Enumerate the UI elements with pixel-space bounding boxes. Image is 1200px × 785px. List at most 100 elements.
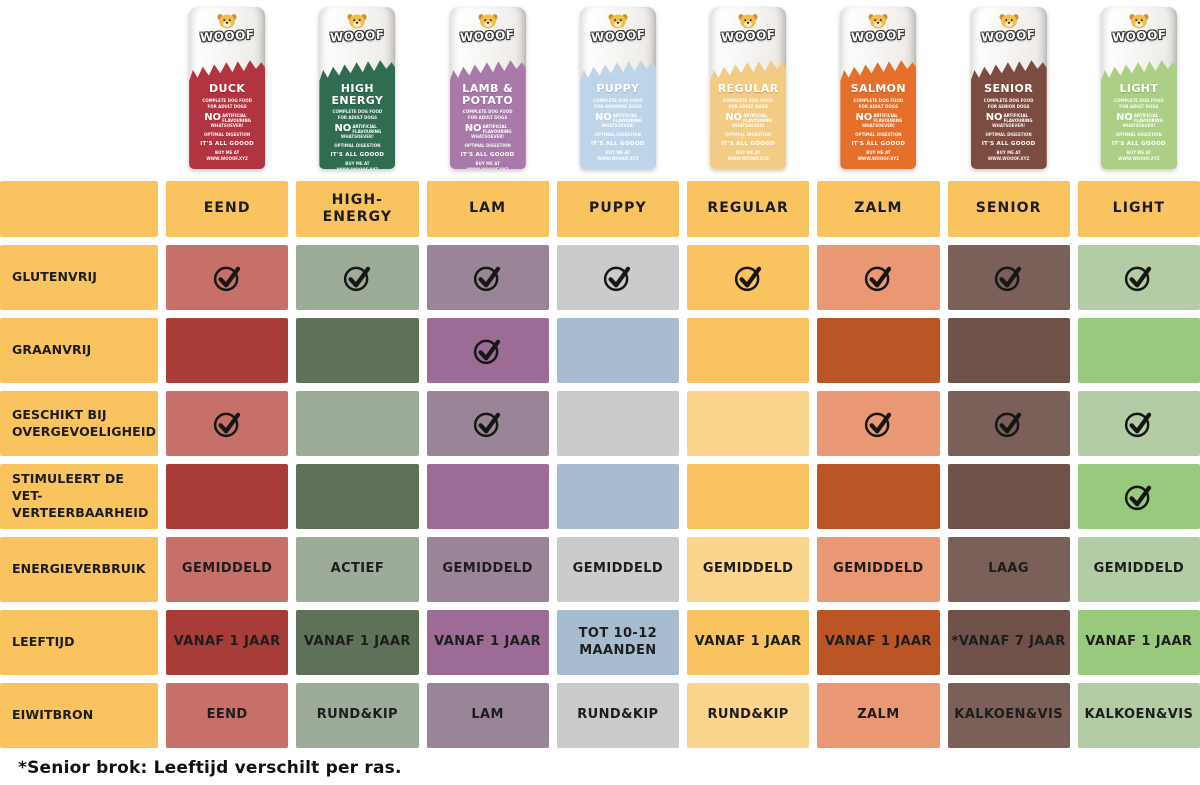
dog-icon <box>608 14 628 29</box>
product-bag: WOOOF REGULAR COMPLETE DOG FOOD FOR ADULT… <box>710 7 787 169</box>
product-bag: WOOOF LIGHT COMPLETE DOG FOOD FOR ADULT D… <box>1100 7 1177 169</box>
brand-logo: WOOOF <box>199 27 255 45</box>
cell-text: VANAF 1 JAAR <box>694 634 802 650</box>
bag-digestion: OPTIMAL DIGESTION <box>594 131 641 137</box>
bag-subtitle-line: FOR GROWING DOGS <box>594 103 642 109</box>
bag-subtitle-line: FOR ADULT DOGS <box>728 103 768 109</box>
bag-name-line: SENIOR <box>984 82 1034 95</box>
bag-name-line: LAMB & <box>462 82 513 95</box>
check-icon <box>604 266 631 292</box>
cell-text: VANAF 1 JAAR <box>1085 634 1193 650</box>
check-icon <box>213 412 240 438</box>
brand-logo: WOOOF <box>850 27 906 45</box>
bag-whatsoever: WHATSOEVER! <box>992 122 1026 128</box>
bag-site: WWW.WOOOF.XYZ <box>597 155 639 161</box>
bag-claim-no: NO ARTIFICIAL FLAVOURING <box>189 112 265 123</box>
bag-subtitle-line: COMPLETE DOG FOOD <box>1114 97 1164 103</box>
table-cell: VANAF 1 JAAR <box>426 610 549 675</box>
table-cell <box>166 464 289 529</box>
bag-buy: BUY ME AT <box>736 149 761 155</box>
bag-no-rest: ARTIFICIAL FLAVOURING <box>873 112 903 123</box>
bag-top: WOOOF <box>189 7 265 68</box>
dog-icon <box>478 14 498 29</box>
bag-subtitle-line: FOR ADULT DOGS <box>468 115 508 121</box>
bag-digestion: OPTIMAL DIGESTION <box>464 143 511 149</box>
table-cell <box>556 391 679 456</box>
bag-no-word: NO <box>855 111 873 123</box>
product-bag: WOOOF PUPPY COMPLETE DOG FOOD FOR GROWING… <box>579 7 656 169</box>
bag-top: WOOOF <box>840 7 916 68</box>
bag-name-line: SALMON <box>850 82 907 95</box>
bag-claim-no: NO ARTIFICIAL FLAVOURING <box>580 112 656 123</box>
table-cell <box>947 245 1070 310</box>
row-label: GLUTENVRIJ <box>0 245 158 310</box>
table-cell <box>166 391 289 456</box>
cell-text: *VANAF 7 JAAR <box>951 634 1066 650</box>
bag-claim-no: NO ARTIFICIAL FLAVOURING <box>971 112 1047 123</box>
table-cell: VANAF 1 JAAR <box>687 610 810 675</box>
bag-no-rest: ARTIFICIAL FLAVOURING <box>743 112 773 123</box>
table-cell <box>1077 391 1200 456</box>
table-cell <box>817 464 940 529</box>
bag-buy: BUY ME AT <box>345 161 370 167</box>
bag-whatsoever: WHATSOEVER! <box>731 122 765 128</box>
bag-product-name: PUPPY <box>580 83 656 95</box>
dog-icon <box>738 14 758 29</box>
bag-claim-no: NO ARTIFICIAL FLAVOURING <box>710 112 786 123</box>
table-cell <box>687 245 810 310</box>
table-cell <box>426 318 549 383</box>
check-icon <box>343 266 371 292</box>
bag-subtitle-line: COMPLETE DOG FOOD <box>853 97 904 103</box>
check-icon <box>734 266 761 292</box>
bag-digestion: OPTIMAL DIGESTION <box>725 131 772 137</box>
bag-panel: PUPPY COMPLETE DOG FOOD FOR GROWING DOGS … <box>579 60 656 169</box>
check-icon <box>474 339 501 365</box>
bag-subtitle-line: FOR ADULT DOGS <box>207 103 247 109</box>
bag-panel: REGULAR COMPLETE DOG FOOD FOR ADULT DOGS … <box>710 60 787 169</box>
bag-claim-no: NO ARTIFICIAL FLAVOURING <box>319 124 395 135</box>
bag-site: WWW.WOOOF.XYZ <box>857 155 900 161</box>
bag-subtitle-line: COMPLETE DOG FOOD <box>593 97 643 103</box>
bag-subtitle-line: FOR ADULT DOGS <box>858 103 898 109</box>
bag-buy: BUY ME AT <box>605 149 630 155</box>
bag-slot: WOOOF SALMON COMPLETE DOG FOOD FOR ADULT … <box>817 7 939 173</box>
table-cell <box>296 464 419 529</box>
bag-site: WWW.WOOOF.XYZ <box>319 167 395 169</box>
bag-top: WOOOF <box>319 7 395 68</box>
bag-goood: IT'S ALL GOOOD <box>200 140 255 147</box>
bag-no-rest: ARTIFICIAL FLAVOURING <box>352 124 382 135</box>
column-header: REGULAR <box>687 181 810 237</box>
bag-top: WOOOF <box>1101 7 1177 68</box>
bag-claim-no: NO ARTIFICIAL FLAVOURING <box>1101 112 1177 123</box>
bags-row: WOOOF DUCK COMPLETE DOG FOOD FOR ADULT DO… <box>0 0 1200 173</box>
table-cell <box>947 391 1070 456</box>
cell-text: RUND&KIP <box>707 707 789 723</box>
check-icon <box>1125 412 1152 438</box>
brand-logo: WOOOF <box>720 27 776 45</box>
bag-name-line: POTATO <box>462 93 514 107</box>
table-cell: GEMIDDELD <box>556 537 679 602</box>
bag-panel: DUCK COMPLETE DOG FOOD FOR ADULT DOGS NO … <box>189 60 266 169</box>
brand-logo: WOOOF <box>590 27 646 45</box>
dog-icon <box>347 14 367 29</box>
bag-panel: LIGHT COMPLETE DOG FOOD FOR ADULT DOGS NO… <box>1100 60 1177 169</box>
bag-product-name: REGULAR <box>710 83 786 95</box>
bag-subtitle-line: COMPLETE DOG FOOD <box>462 109 513 115</box>
cell-text: GEMIDDELD <box>572 561 664 577</box>
bag-digestion: OPTIMAL DIGESTION <box>204 131 251 137</box>
bag-digestion: OPTIMAL DIGESTION <box>985 131 1032 137</box>
table-cell <box>556 318 679 383</box>
bag-no-word: NO <box>464 123 482 135</box>
dog-icon <box>217 14 237 29</box>
bag-top: WOOOF <box>971 7 1047 68</box>
bag-subtitle: COMPLETE DOG FOOD FOR ADULT DOGS <box>840 98 916 110</box>
bag-panel: LAMB & POTATO COMPLETE DOG FOOD FOR ADULT … <box>449 60 526 169</box>
check-icon <box>474 266 501 292</box>
table-cell <box>556 464 679 529</box>
table-cell <box>426 391 549 456</box>
bag-whatsoever: WHATSOEVER! <box>210 122 244 128</box>
table-cell: GEMIDDELD <box>687 537 810 602</box>
check-icon <box>1125 485 1152 511</box>
bag-goood: IT'S ALL GOOOD <box>981 140 1036 147</box>
